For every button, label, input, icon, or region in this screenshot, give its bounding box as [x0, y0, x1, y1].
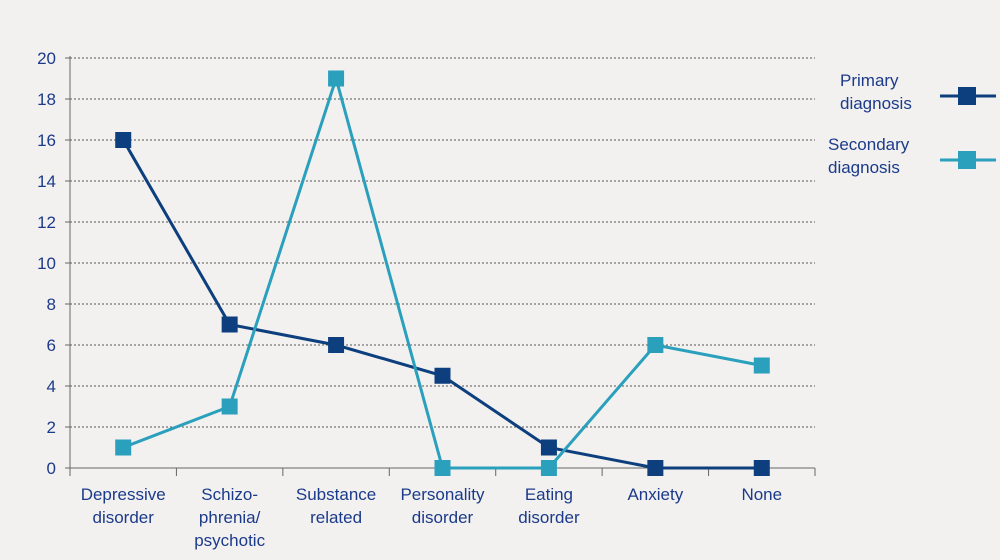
legend-label-line: Secondary	[828, 135, 910, 154]
series-primary	[115, 132, 770, 476]
y-tick-label: 0	[47, 459, 56, 478]
y-tick-label: 2	[47, 418, 56, 437]
data-point-marker	[221, 398, 238, 415]
data-point-marker	[434, 367, 451, 384]
legend-marker	[958, 87, 976, 105]
x-category-label-line: disorder	[412, 508, 474, 527]
x-category-label-line: related	[310, 508, 362, 527]
legend-label: Primary diagnosis	[840, 71, 912, 113]
x-axis-categories: Depressive disorder Schizo-phrenia/psychot…	[81, 485, 782, 550]
x-category-label-line: disorder	[518, 508, 580, 527]
legend-label: Secondary diagnosis	[828, 135, 910, 177]
legend-item: Secondary diagnosis	[828, 135, 996, 177]
x-category-label: None	[741, 485, 782, 504]
legend-item: Primary diagnosis	[840, 71, 996, 113]
y-tick-label: 16	[37, 131, 56, 150]
x-category-label-line: Depressive	[81, 485, 166, 504]
legend: Primary diagnosis Secondary diagnosis	[828, 71, 996, 177]
y-tick-label: 20	[37, 49, 56, 68]
x-category-label-line: phrenia/	[199, 508, 261, 527]
x-category-label-line: Anxiety	[627, 485, 683, 504]
data-point-marker	[647, 460, 664, 476]
x-category-label-line: disorder	[93, 508, 155, 527]
data-point-marker	[434, 460, 451, 476]
data-point-marker	[647, 337, 664, 353]
series-layer	[115, 70, 770, 476]
x-category-label: Personality disorder	[400, 485, 485, 527]
data-point-marker	[328, 70, 345, 87]
gridlines	[70, 57, 815, 428]
y-tick-label: 18	[37, 90, 56, 109]
y-tick-label: 12	[37, 213, 56, 232]
x-category-label: Eating disorder	[518, 485, 580, 527]
x-category-label-line: Schizo-	[201, 485, 258, 504]
y-tick-label: 14	[37, 172, 56, 191]
x-category-label: Substance related	[296, 485, 376, 527]
legend-marker	[958, 151, 976, 169]
data-point-marker	[115, 132, 132, 148]
data-point-marker	[221, 316, 238, 333]
data-point-marker	[328, 337, 345, 353]
legend-label-line: diagnosis	[840, 94, 912, 113]
data-point-marker	[753, 460, 770, 476]
series-secondary	[115, 70, 770, 476]
x-category-label-line: Eating	[525, 485, 573, 504]
x-category-label-line: None	[741, 485, 782, 504]
y-tick-label: 4	[47, 377, 56, 396]
x-category-label-line: Personality	[400, 485, 485, 504]
y-tick-label: 8	[47, 295, 56, 314]
x-category-label-line: psychotic	[194, 531, 265, 550]
data-point-marker	[115, 439, 132, 456]
x-category-label: Schizo-phrenia/psychotic	[194, 485, 265, 550]
data-point-marker	[540, 439, 557, 456]
y-tick-label: 6	[47, 336, 56, 355]
legend-label-line: Primary	[840, 71, 899, 90]
x-category-label-line: Substance	[296, 485, 376, 504]
legend-label-line: diagnosis	[828, 158, 900, 177]
axes	[65, 56, 816, 476]
series-line	[122, 73, 763, 470]
data-point-marker	[753, 357, 770, 374]
x-category-label: Depressive disorder	[81, 485, 166, 527]
y-axis-ticks: 0 2 4 6 8 10 12 14 16 18 20	[37, 49, 56, 478]
y-tick-label: 10	[37, 254, 56, 273]
x-category-label: Anxiety	[627, 485, 683, 504]
data-point-marker	[540, 460, 557, 476]
